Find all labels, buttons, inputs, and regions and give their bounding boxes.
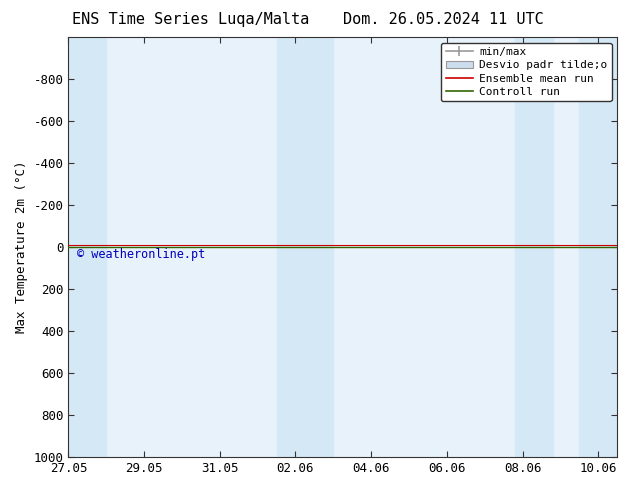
Bar [61, 37, 107, 457]
Y-axis label: Max Temperature 2m (°C): Max Temperature 2m (°C) [15, 161, 28, 333]
Text: Dom. 26.05.2024 11 UTC: Dom. 26.05.2024 11 UTC [344, 12, 544, 27]
Text: © weatheronline.pt: © weatheronline.pt [77, 248, 205, 261]
Bar [515, 37, 553, 457]
Bar [579, 37, 617, 457]
Legend: min/max, Desvio padr tilde;o, Ensemble mean run, Controll run: min/max, Desvio padr tilde;o, Ensemble m… [441, 43, 612, 101]
Text: ENS Time Series Luqa/Malta: ENS Time Series Luqa/Malta [72, 12, 309, 27]
Bar [276, 37, 333, 457]
